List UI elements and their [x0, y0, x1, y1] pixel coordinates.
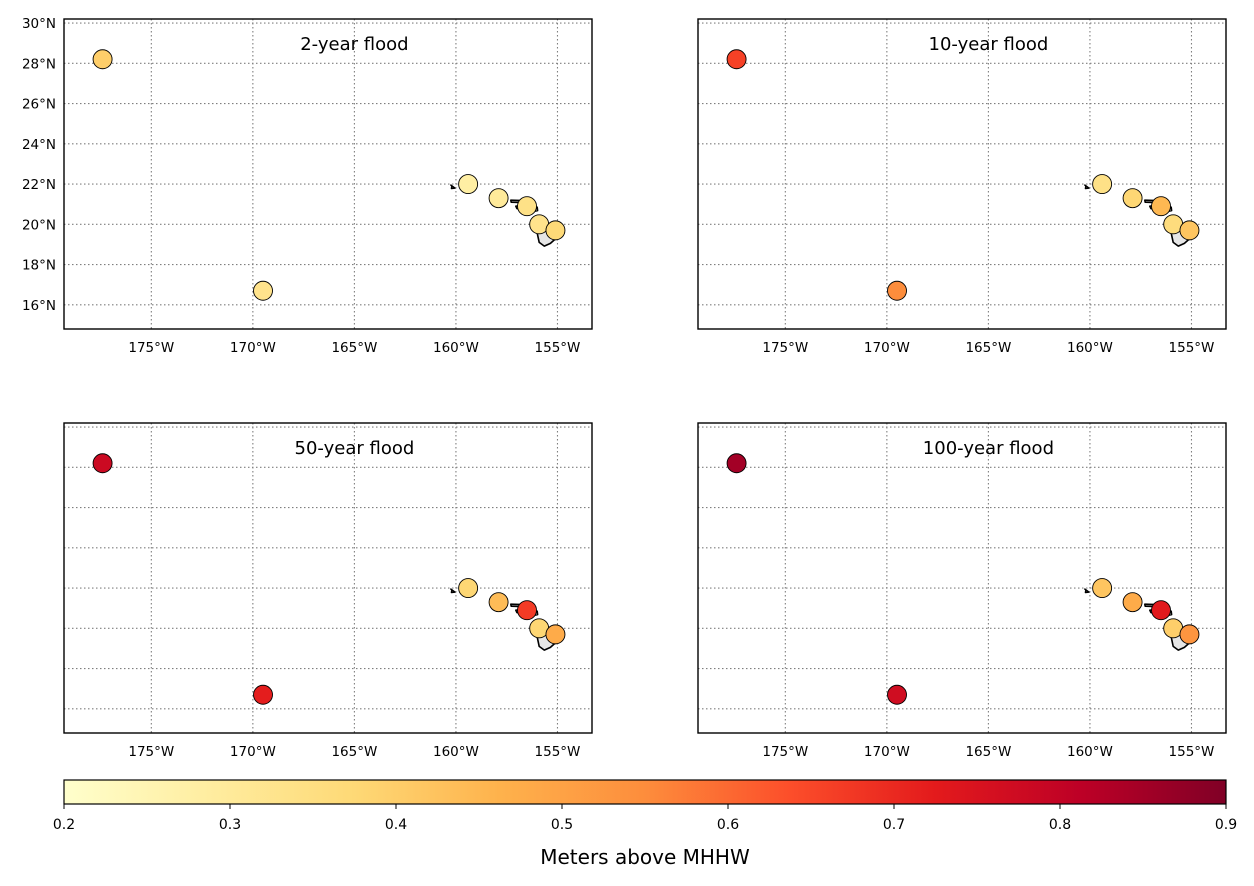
panel-title: 2-year flood [300, 34, 408, 55]
y-tick-label: 20°N [22, 217, 56, 233]
colorbar-tick-label: 0.7 [883, 817, 905, 833]
island-niihau [1084, 588, 1090, 594]
y-tick-label: 24°N [22, 137, 56, 153]
station-marker [92, 453, 113, 474]
x-tick-label: 155°W [1169, 340, 1215, 356]
station-marker [1092, 174, 1113, 195]
station-marker [726, 453, 747, 474]
station-marker [1151, 600, 1171, 621]
x-tick-label: 160°W [1067, 340, 1113, 356]
island-niihau [1084, 184, 1090, 190]
y-tick-label: 30°N [22, 16, 56, 32]
station-marker [253, 280, 273, 301]
y-tick-label: 28°N [22, 56, 56, 72]
x-tick-label: 165°W [331, 744, 377, 760]
panel-title: 50-year flood [295, 438, 415, 459]
colorbar: 0.2 0.3 0.4 0.5 0.6 0.7 0.8 0.9 Meters above MHH… [53, 779, 1237, 869]
station-marker [545, 220, 566, 241]
station-marker [92, 49, 113, 70]
x-tick-label: 155°W [535, 744, 581, 760]
panel-background [64, 423, 592, 733]
panel-frame [697, 422, 1227, 734]
gridlines [64, 19, 592, 329]
station-marker [488, 592, 509, 613]
x-tick-label: 160°W [433, 340, 479, 356]
station-marker [517, 600, 537, 621]
x-tick-label: 165°W [965, 340, 1011, 356]
station-marker [253, 684, 273, 705]
station-marker [1179, 220, 1200, 241]
panel-background [64, 19, 592, 329]
x-tick-label: 175°W [128, 744, 174, 760]
map-panel-4: 175°W 170°W 165°W 160°W 155°W 100-year flood [697, 422, 1227, 760]
station-marker [458, 174, 479, 195]
colorbar-tick-label: 0.9 [1215, 817, 1237, 833]
panel-title: 10-year flood [929, 34, 1049, 55]
colorbar-bar [63, 779, 1227, 805]
station-marker [1122, 592, 1143, 613]
x-tick-label: 170°W [230, 744, 276, 760]
x-tick-label: 175°W [762, 340, 808, 356]
station-marker [887, 684, 907, 705]
panel-frame [63, 18, 593, 330]
y-tick-label: 26°N [22, 97, 56, 113]
panel-background [698, 19, 1226, 329]
x-tick-label: 160°W [1067, 744, 1113, 760]
gridlines [64, 423, 592, 733]
map-panel-3: 175°W 170°W 165°W 160°W 155°W 50-year flood [63, 422, 593, 760]
x-tick-label: 165°W [331, 340, 377, 356]
station-marker [517, 196, 537, 217]
station-marker [1179, 624, 1200, 645]
station-marker [1122, 188, 1143, 209]
island-niihau [450, 588, 456, 594]
colorbar-tick-label: 0.8 [1049, 817, 1071, 833]
colorbar-tick-label: 0.4 [385, 817, 407, 833]
x-tick-label: 175°W [128, 340, 174, 356]
panel-title: 100-year flood [923, 438, 1054, 459]
x-tick-label: 170°W [864, 340, 910, 356]
x-tick-label: 170°W [230, 340, 276, 356]
colorbar-tick-label: 0.3 [219, 817, 241, 833]
gridlines [698, 19, 1226, 329]
station-marker [1092, 578, 1113, 599]
y-tick-label: 16°N [22, 298, 56, 314]
x-tick-label: 170°W [864, 744, 910, 760]
panel-frame [63, 422, 593, 734]
y-tick-label: 22°N [22, 177, 56, 193]
panel-background [698, 423, 1226, 733]
x-tick-label: 175°W [762, 744, 808, 760]
x-tick-label: 155°W [535, 340, 581, 356]
station-marker [726, 49, 747, 70]
island-niihau [450, 184, 456, 190]
x-tick-label: 155°W [1169, 744, 1215, 760]
station-marker [488, 188, 509, 209]
gridlines [698, 423, 1226, 733]
colorbar-tick-label: 0.5 [551, 817, 573, 833]
map-panel-2: 175°W 170°W 165°W 160°W 155°W 10-year flood [697, 18, 1227, 356]
station-marker [1151, 196, 1171, 217]
colorbar-label: Meters above MHHW [540, 845, 750, 869]
map-panel-1: 175°W 170°W 165°W 160°W 155°W 16°N 18°N 20°N 22°… [22, 16, 593, 356]
x-tick-label: 160°W [433, 744, 479, 760]
x-tick-label: 165°W [965, 744, 1011, 760]
y-tick-label: 18°N [22, 258, 56, 274]
station-marker [458, 578, 479, 599]
station-marker [887, 280, 907, 301]
colorbar-tick-label: 0.2 [53, 817, 75, 833]
colorbar-tick-label: 0.6 [717, 817, 739, 833]
station-marker [545, 624, 566, 645]
panel-frame [697, 18, 1227, 330]
